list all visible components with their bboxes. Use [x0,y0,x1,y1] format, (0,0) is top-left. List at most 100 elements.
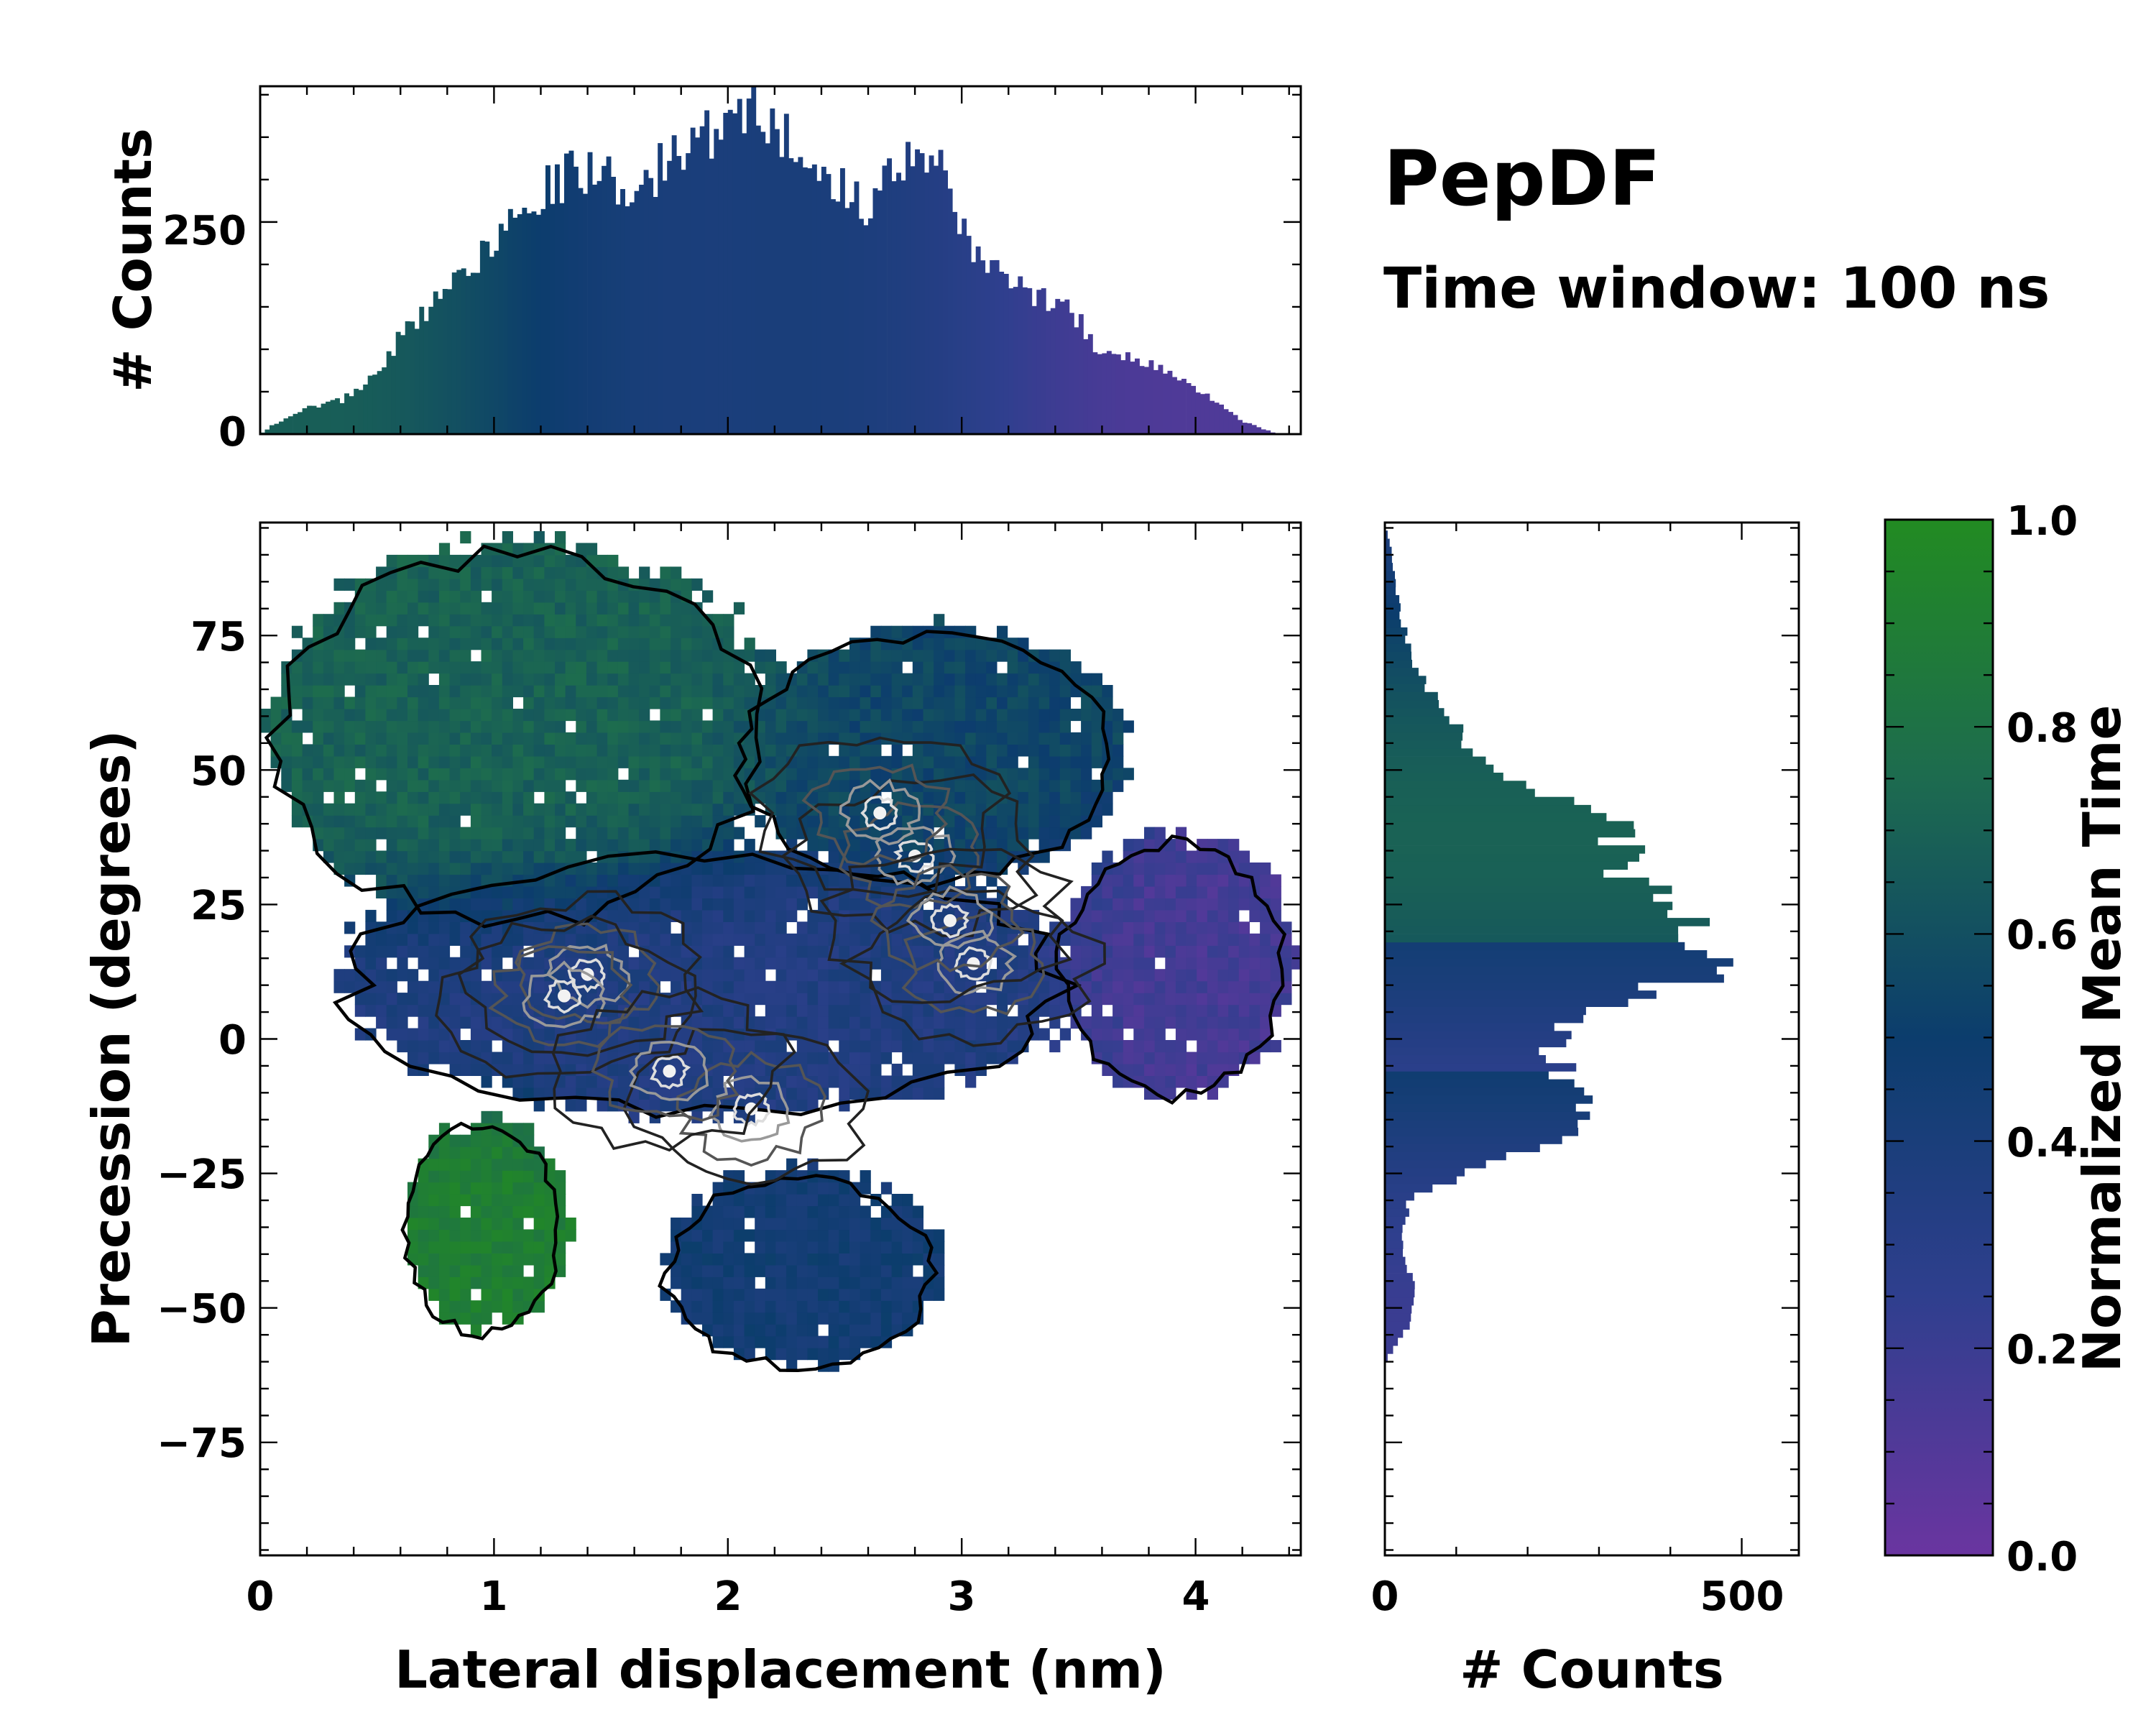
heatmap-cell [912,945,923,958]
heatmap-cell [586,815,598,828]
heatmap-cell [492,1288,503,1301]
right-histogram-bar [1385,732,1463,741]
heatmap-cell [428,709,440,722]
heatmap-cell [786,1253,798,1266]
heatmap-cell [386,862,397,875]
heatmap-cell [333,839,345,852]
heatmap-cell [1102,720,1113,733]
heatmap-cell [397,850,408,863]
top-histogram-bar [1036,290,1042,434]
heatmap-cell [1228,839,1240,852]
heatmap-cell [512,945,524,958]
heatmap-cell [1123,957,1134,970]
heatmap-cell [691,1276,703,1289]
heatmap-cell [428,625,440,638]
heatmap-cell [1133,980,1145,993]
heatmap-cell [365,685,377,698]
heatmap-cell [270,732,282,745]
heatmap-cell [533,755,545,768]
heatmap-cell [313,791,324,804]
heatmap-cell [765,1241,776,1254]
heatmap-cell [1049,1040,1061,1053]
heatmap-cell [418,850,429,863]
density-contour [522,960,606,1029]
heatmap-cell [944,732,955,745]
heatmap-cell [671,1218,682,1230]
heatmap-cell [1038,685,1050,698]
heatmap-cell [492,1170,503,1183]
heatmap-cell [1038,827,1050,840]
heatmap-cell [449,1146,461,1159]
heatmap-cell [460,1134,471,1147]
heatmap-cell [523,1134,535,1147]
heatmap-cell [386,744,397,757]
right-histogram-bar [1385,627,1408,636]
heatmap-cell [449,638,461,650]
heatmap-cell [744,1229,755,1242]
heatmap-cell [596,957,608,970]
heatmap-cell [796,1040,808,1053]
density-peak [873,806,887,820]
heatmap-cell [775,696,787,709]
heatmap-cell [1102,921,1113,934]
heatmap-cell [975,732,987,745]
heatmap-cell [712,755,724,768]
heatmap-cell [628,590,640,603]
heatmap-cell [576,649,587,662]
heatmap-cell [354,850,366,863]
right-histogram-bar [1385,1055,1546,1064]
heatmap-cell [880,720,893,733]
heatmap-cell [712,1004,724,1017]
heatmap-cell [523,638,535,650]
heatmap-cell [418,1052,429,1064]
outer-contour [332,850,1082,1119]
heatmap-cell [1175,980,1187,993]
heatmap-cell [723,862,734,875]
heatmap-cell [1217,933,1229,946]
heatmap-cell [860,1182,871,1195]
heatmap-cell [365,815,377,828]
heatmap-cell [744,685,755,698]
heatmap-cell [1260,1016,1271,1029]
heatmap-cell [649,898,660,911]
heatmap-cell [755,886,766,898]
right-histogram-bar [1385,1087,1585,1096]
heatmap-cell [733,827,745,840]
heatmap-cell [438,1205,451,1218]
top-histogram-bar [1210,400,1215,434]
heatmap-cell [639,933,650,946]
heatmap-cell [944,685,955,698]
heatmap-cell [818,1016,829,1029]
heatmap-cell [544,886,556,898]
top-histogram-bar [466,275,471,434]
heatmap-cell [1249,862,1261,875]
heatmap-cell [1165,862,1176,875]
heatmap-cell [533,980,545,993]
heatmap-cell [723,921,734,934]
heatmap-cell [470,744,482,757]
heatmap-cell [723,1004,734,1017]
heatmap-cell [934,649,945,662]
heatmap-cell [902,1276,913,1289]
heatmap-cell [533,886,545,898]
heatmap-cell [460,625,471,638]
heatmap-cell [1186,909,1197,922]
density-peak [558,989,571,1003]
heatmap-cell [1102,685,1113,698]
heatmap-cell [860,1040,871,1053]
heatmap-cell [712,874,724,887]
heatmap-cell [544,898,556,911]
heatmap-cell [1217,945,1229,958]
heatmap-cell [807,874,819,887]
heatmap-cell [354,945,366,958]
heatmap-cell [502,1170,513,1183]
heatmap-cell [586,590,598,603]
heatmap-cell [586,862,598,875]
heatmap-cell [1102,791,1113,804]
heatmap-cell [712,909,724,922]
heatmap-cell [576,744,587,757]
heatmap-cell [880,980,893,993]
heatmap-cell [1175,921,1187,934]
heatmap-cell [470,1253,482,1266]
top-histogram-bar [718,139,724,434]
